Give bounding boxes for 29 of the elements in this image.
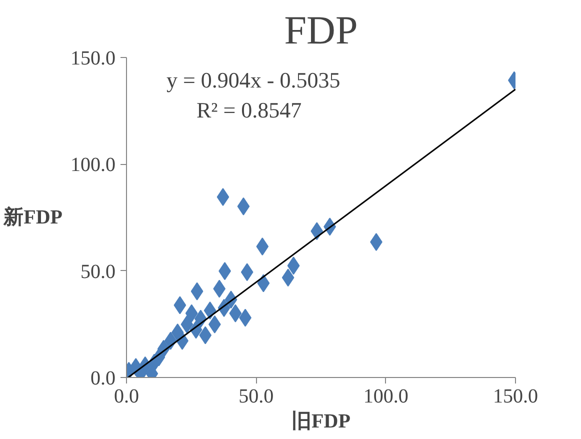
point (180, 315, 194, 334)
point (257, 274, 270, 292)
point (237, 197, 250, 216)
point (282, 268, 294, 287)
x-tick-label: 50.0 (238, 386, 274, 408)
annotation: y = 0.904x - 0.5035 (166, 68, 340, 92)
point (199, 326, 212, 344)
y-tick-label: 150.0 (70, 48, 116, 70)
point (240, 263, 254, 282)
point (213, 280, 226, 298)
point (204, 302, 216, 320)
point (310, 222, 324, 240)
point (185, 304, 198, 322)
point (287, 256, 300, 275)
x-tick-label: 0.0 (114, 386, 139, 408)
y-tick-label: 100.0 (70, 154, 116, 176)
x-axis-title: 旧FDP (292, 410, 350, 432)
y-axis-title: 新FDP (2, 206, 63, 228)
x-tick-label: 100.0 (363, 386, 408, 408)
annotation: R² = 0.8547 (196, 98, 302, 122)
y-tick-label: 50.0 (80, 260, 116, 283)
point (229, 304, 242, 322)
point (174, 296, 186, 314)
point (190, 282, 204, 300)
point (216, 188, 230, 206)
point (256, 238, 269, 256)
chart-title: FDP (284, 8, 358, 52)
y-tick-label: 0.0 (90, 368, 116, 390)
x-tick-label: 150.0 (493, 386, 538, 408)
